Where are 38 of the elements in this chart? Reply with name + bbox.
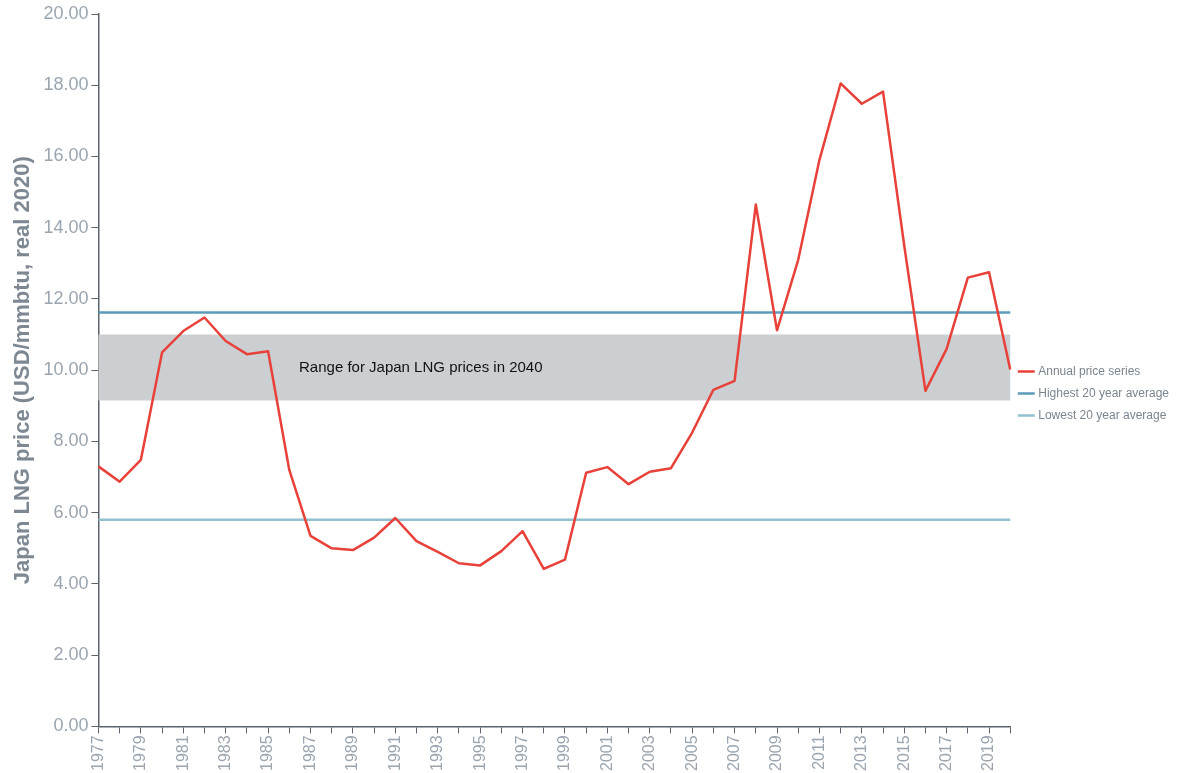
x-tick-label: 1985 [258, 735, 276, 771]
y-tick-label: 20.00 [43, 2, 89, 23]
x-tick-label: 2005 [682, 735, 700, 771]
x-tick-label: 1977 [88, 735, 106, 771]
x-tick-label: 2019 [979, 735, 997, 771]
x-tick-label: 1993 [428, 735, 446, 771]
x-tick-label: 2001 [597, 735, 615, 771]
x-tick-label: 1995 [470, 735, 488, 771]
x-tick-label: 2007 [725, 735, 742, 771]
x-tick-label: 2009 [767, 735, 785, 771]
x-tick-label: 1983 [216, 735, 234, 771]
y-tick-label: 0.00 [53, 715, 89, 736]
y-tick-label: 12.00 [43, 287, 89, 308]
band-label: Range for Japan LNG prices in 2040 [299, 357, 543, 375]
x-tick-label: 1979 [131, 735, 149, 771]
x-tick-label: 1999 [555, 735, 573, 771]
legend-label: Annual price series [1038, 363, 1141, 378]
x-tick-label: 2013 [852, 735, 870, 771]
y-tick-label: 16.00 [43, 145, 89, 166]
y-tick-label: 14.00 [43, 216, 89, 237]
y-tick-label: 2.00 [53, 644, 89, 665]
y-tick-label: 8.00 [53, 430, 89, 451]
x-tick-label: 1981 [173, 735, 191, 771]
x-tick-label: 1997 [512, 735, 530, 771]
y-tick-label: 4.00 [53, 572, 89, 593]
x-tick-label: 1991 [385, 735, 403, 771]
y-tick-label: 6.00 [53, 501, 89, 522]
x-tick-label: 2017 [937, 735, 955, 771]
y-tick-label: 10.00 [43, 359, 89, 380]
x-tick-label: 1989 [343, 735, 361, 771]
x-tick-label: 1987 [300, 735, 318, 771]
x-tick-label: 2003 [640, 735, 658, 771]
x-tick-label: 2011 [809, 735, 827, 770]
legend-label: Highest 20 year average [1038, 385, 1170, 400]
legend-label: Lowest 20 year average [1038, 407, 1167, 422]
y-axis-title: Japan LNG price (USD/mmbtu, real 2020) [9, 156, 35, 585]
y-tick-label: 18.00 [43, 74, 89, 95]
x-tick-label: 2015 [894, 735, 912, 771]
